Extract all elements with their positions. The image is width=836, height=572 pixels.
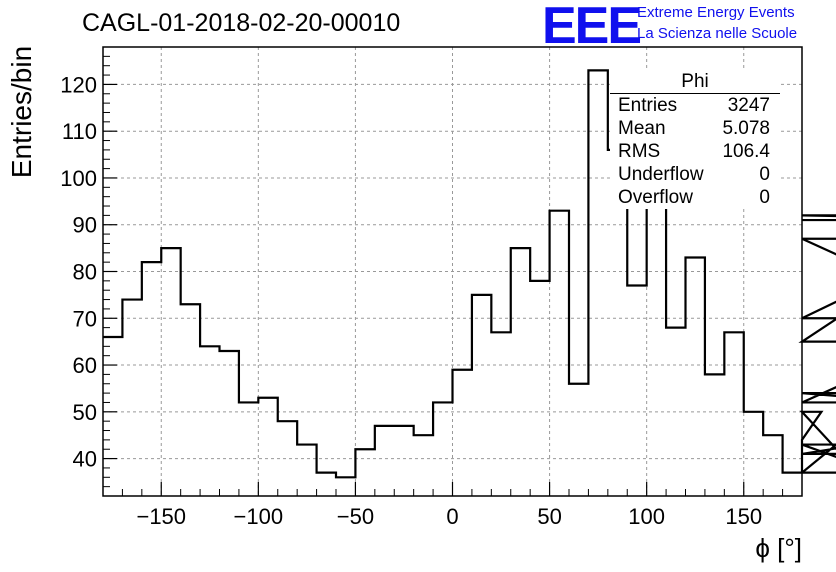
y-tick-label: 90 bbox=[73, 213, 97, 238]
x-tick-label: 100 bbox=[628, 504, 665, 529]
stats-value: 106.4 bbox=[722, 141, 770, 162]
y-tick-label: 40 bbox=[73, 447, 97, 472]
brand-line-1: Extreme Energy Events bbox=[637, 4, 795, 21]
stats-title: Phi bbox=[610, 71, 780, 94]
stats-label: Mean bbox=[618, 118, 666, 139]
y-tick-label: 70 bbox=[73, 306, 97, 331]
y-axis-label: Entries/bin bbox=[6, 45, 37, 179]
x-tick-label: −150 bbox=[136, 504, 186, 529]
brand-line-2: La Scienza nelle Scuole bbox=[637, 25, 798, 42]
stats-label: Entries bbox=[618, 95, 678, 116]
x-tick-label: −100 bbox=[234, 504, 284, 529]
x-tick-label: 50 bbox=[537, 504, 561, 529]
y-tick-label: 120 bbox=[60, 72, 97, 97]
histogram-line bbox=[103, 69, 836, 479]
stats-label: RMS bbox=[618, 141, 661, 162]
stats-row-entries: Entries 3247 bbox=[610, 94, 780, 117]
stats-value: 5.078 bbox=[722, 118, 770, 139]
stats-row-rms: RMS 106.4 bbox=[610, 140, 780, 163]
x-tick-label: −50 bbox=[337, 504, 374, 529]
eee-logo: EEE bbox=[542, 0, 642, 55]
stats-value: 3247 bbox=[727, 95, 770, 116]
y-tick-label: 60 bbox=[73, 353, 97, 378]
stats-label: Underflow bbox=[618, 164, 704, 185]
stats-row-overflow: Overflow 0 bbox=[610, 186, 780, 209]
y-tick-label: 50 bbox=[73, 400, 97, 425]
stats-value: 0 bbox=[759, 164, 770, 185]
stats-label: Overflow bbox=[618, 187, 693, 208]
stats-value: 0 bbox=[759, 187, 770, 208]
chart-title: CAGL-01-2018-02-20-00010 bbox=[82, 9, 401, 37]
stats-row-underflow: Underflow 0 bbox=[610, 163, 780, 186]
stats-row-mean: Mean 5.078 bbox=[610, 117, 780, 140]
y-tick-label: 110 bbox=[62, 119, 97, 144]
y-tick-label: 100 bbox=[60, 166, 97, 191]
x-tick-label: 0 bbox=[446, 504, 458, 529]
stats-box: Phi Entries 3247 Mean 5.078 RMS 106.4 Un… bbox=[610, 71, 780, 209]
y-tick-label: 80 bbox=[73, 260, 97, 285]
x-tick-label: 150 bbox=[725, 504, 762, 529]
x-axis-label: ϕ [°] bbox=[755, 533, 802, 563]
